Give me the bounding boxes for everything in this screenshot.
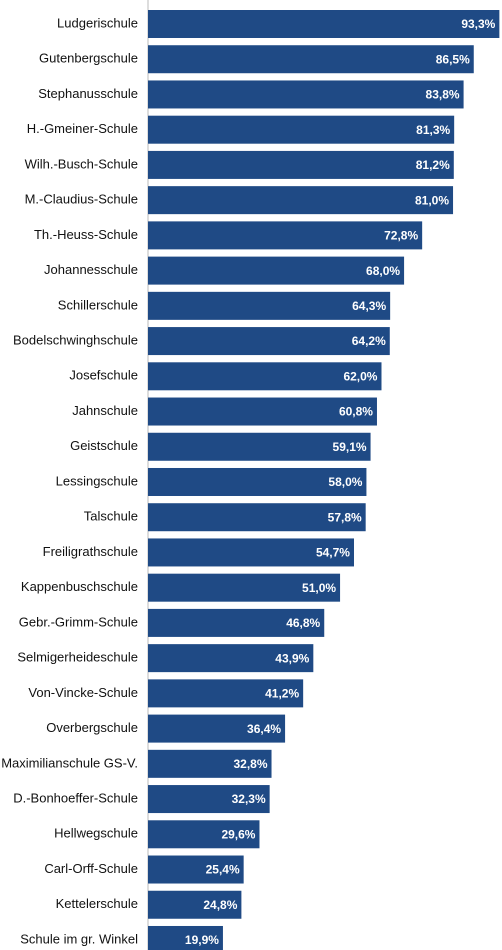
category-label: Schule im gr. Winkel [20,931,138,946]
value-label: 24,8% [203,898,237,912]
category-label: Stephanusschule [38,86,138,101]
bar [148,397,377,426]
value-label: 32,8% [233,757,267,771]
bar [148,644,314,673]
value-label: 51,0% [302,581,336,595]
value-label: 68,0% [366,264,400,278]
category-label: Jahnschule [72,403,138,418]
category-label: Ludgerischule [57,15,138,30]
category-label: Von-Vincke-Schule [28,685,138,700]
category-label: Bodelschwinghschule [13,333,138,348]
value-label: 41,2% [265,687,299,701]
category-label: H.-Gmeiner-Schule [27,121,138,136]
category-label: D.-Bonhoeffer-Schule [13,790,138,805]
value-label: 81,3% [416,123,450,137]
bar [148,855,244,884]
value-label: 57,8% [328,510,362,524]
category-label: Lessingschule [56,473,138,488]
bar [148,115,455,144]
bar [148,608,325,637]
bar [148,467,367,496]
bar [148,573,341,602]
category-label: Kettelerschule [56,896,138,911]
value-label: 32,3% [232,792,266,806]
bar [148,538,354,567]
category-label: Josefschule [69,368,138,383]
value-label: 72,8% [384,229,418,243]
category-label: Maximilianschule GS-V. [1,755,138,770]
category-label: M.-Claudius-Schule [25,192,138,207]
value-label: 19,9% [185,933,219,947]
value-label: 54,7% [316,546,350,560]
value-label: 60,8% [339,405,373,419]
value-label: 93,3% [461,17,495,31]
value-label: 46,8% [286,616,320,630]
bar [148,749,272,778]
category-label: Gutenbergschule [39,51,138,66]
bar [148,327,390,356]
value-label: 86,5% [436,52,470,66]
bar [148,785,270,814]
bar [148,362,382,391]
category-label: Th.-Heuss-Schule [34,227,138,242]
category-label: Selmigerheideschule [17,650,138,665]
category-label: Schillerschule [58,297,138,312]
value-label: 36,4% [247,722,281,736]
category-label: Wilh.-Busch-Schule [25,156,138,171]
value-label: 29,6% [221,827,255,841]
value-label: 81,0% [415,193,449,207]
bar [148,221,423,250]
bar [148,45,474,74]
bar [148,291,391,320]
value-label: 64,2% [352,334,386,348]
value-label: 64,3% [352,299,386,313]
category-label: Geistschule [70,438,138,453]
bar [148,679,304,708]
value-label: 62,0% [343,369,377,383]
category-label: Overbergschule [46,720,138,735]
bar [148,256,405,285]
bar [148,150,454,179]
bar [148,820,260,849]
bar [148,925,223,950]
bar [148,432,371,461]
value-label: 81,2% [416,158,450,172]
category-label: Carl-Orff-Schule [44,861,138,876]
bar [148,503,366,532]
category-label: Freiligrathschule [43,544,138,559]
bar [148,186,454,215]
category-label: Gebr.-Grimm-Schule [19,614,138,629]
value-label: 58,0% [328,475,362,489]
bar [148,890,242,919]
bar [148,80,464,109]
category-label: Hellwegschule [54,826,138,841]
category-label: Johannesschule [44,262,138,277]
bar [148,10,500,38]
value-label: 25,4% [206,863,240,877]
value-label: 59,1% [333,440,367,454]
value-label: 83,8% [426,88,460,102]
category-label: Kappenbuschschule [21,579,138,594]
value-label: 43,9% [275,651,309,665]
bar [148,714,286,743]
category-label: Talschule [84,509,138,524]
